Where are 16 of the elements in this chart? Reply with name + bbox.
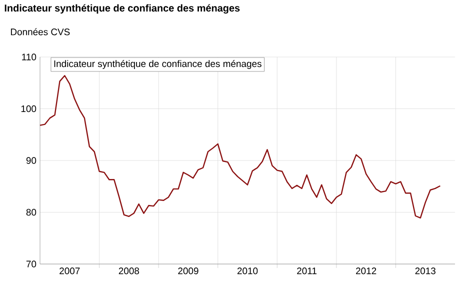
y-axis-title: Données CVS (10, 28, 70, 36)
x-tick-label: 2009 (178, 268, 198, 274)
y-tick-label: 80 (26, 208, 36, 216)
x-tick-label: 2012 (356, 268, 376, 274)
x-tick-label: 2013 (415, 268, 436, 274)
x-tick-label: 2011 (297, 268, 316, 274)
y-tick-label: 90 (26, 157, 36, 164)
series-label: Indicateur synthétique de confiance des ménages (54, 60, 262, 69)
y-tick-label: 70 (26, 260, 36, 268)
x-tick-label: 2008 (118, 268, 140, 274)
y-tick-label: 100 (21, 105, 36, 112)
y-tick-label: 110 (22, 54, 36, 60)
x-tick-label: 2007 (60, 268, 80, 274)
line-series (39, 75, 441, 219)
chart-title: Indicateur synthétique de confiance des ménages (4, 4, 240, 14)
x-tick-label: 2010 (237, 268, 258, 274)
